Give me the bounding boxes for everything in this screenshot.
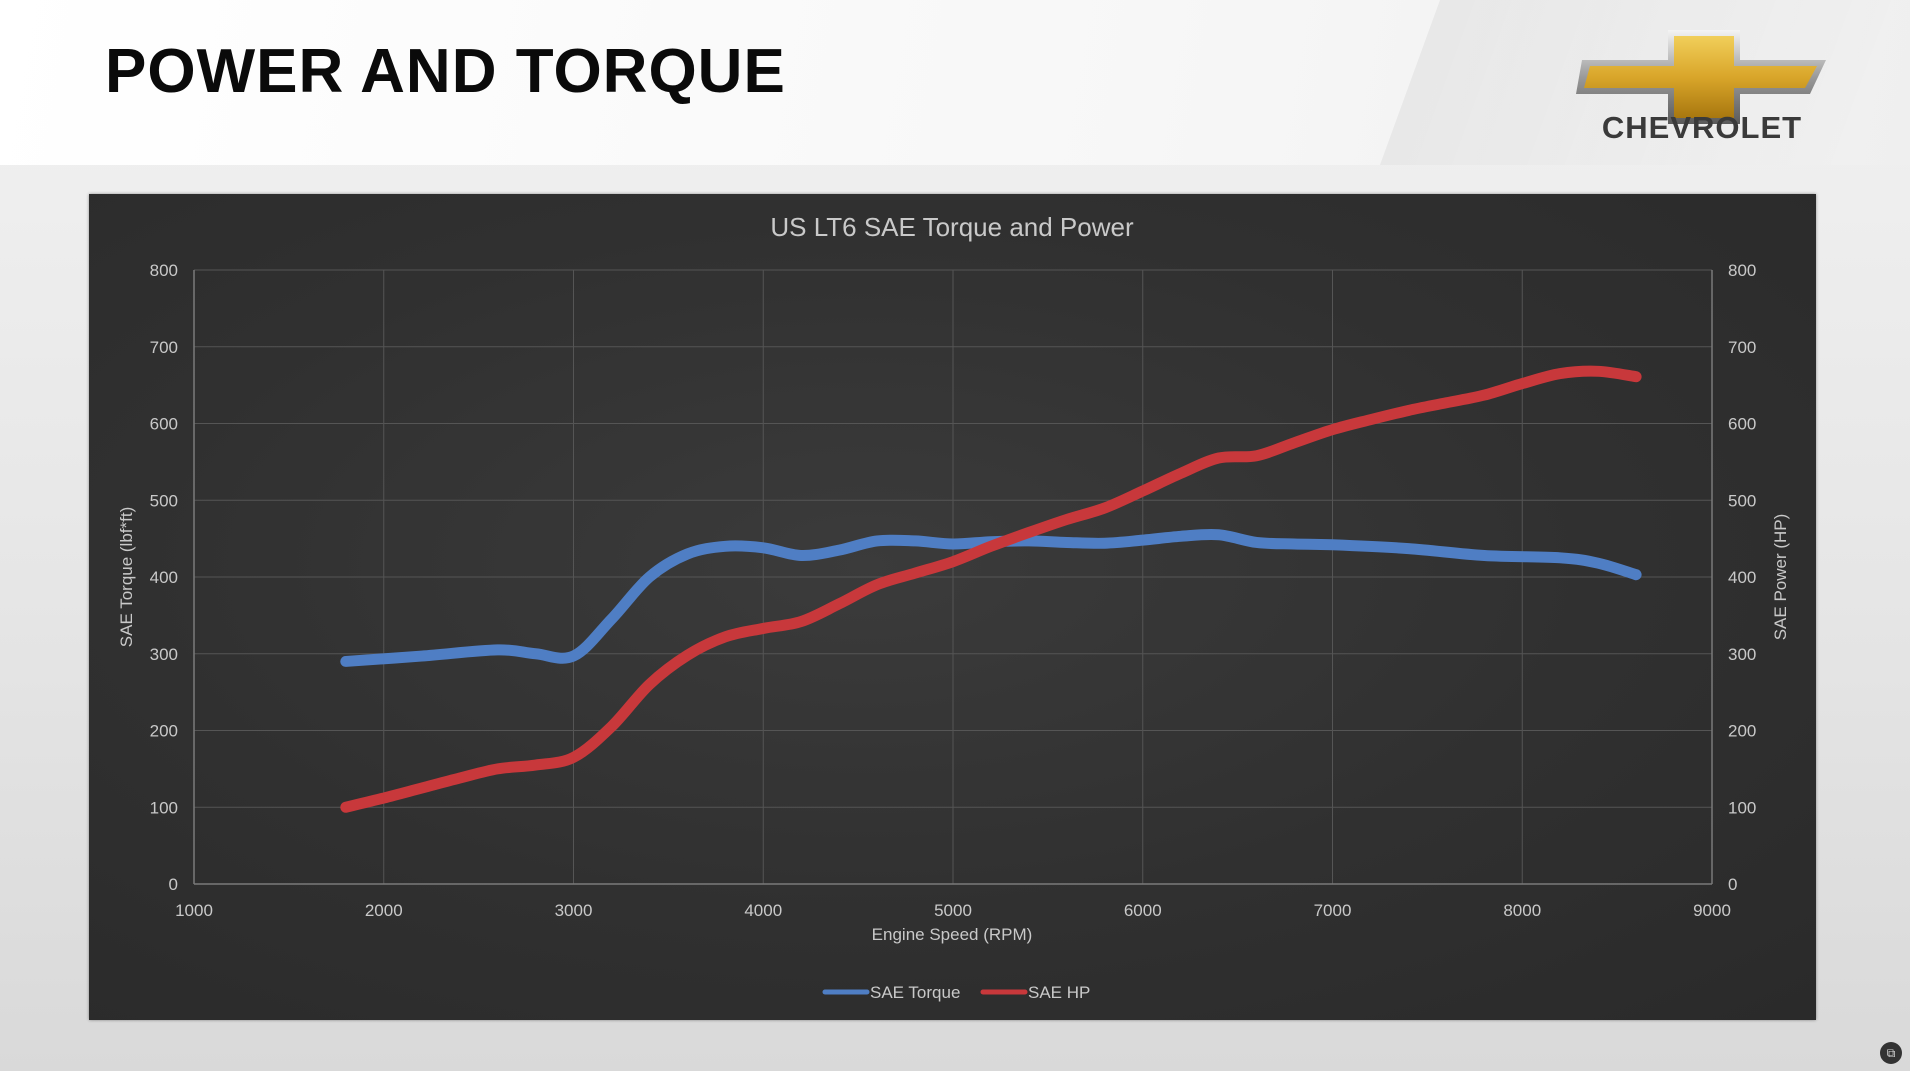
- x-axis-label: Engine Speed (RPM): [872, 925, 1033, 944]
- y2-tick-label: 200: [1728, 722, 1756, 741]
- legend: SAE Torque SAE HP: [822, 983, 1090, 1002]
- axes: 0100200300400500600700800010020030040050…: [150, 261, 1757, 920]
- y2-tick-label: 600: [1728, 415, 1756, 434]
- page-title: POWER AND TORQUE: [105, 37, 786, 106]
- y-tick-label: 300: [150, 645, 178, 664]
- y-tick-label: 0: [169, 875, 178, 894]
- screen-capture-icon[interactable]: ⧉: [1880, 1042, 1902, 1064]
- y-tick-label: 400: [150, 568, 178, 587]
- x-tick-label: 7000: [1314, 901, 1352, 920]
- brand-wordmark: CHEVROLET: [1601, 110, 1803, 145]
- y-tick-label: 100: [150, 798, 178, 817]
- x-tick-label: 8000: [1503, 901, 1541, 920]
- y-axis-label: SAE Torque (lbf*ft): [117, 507, 136, 647]
- chart-title: US LT6 SAE Torque and Power: [770, 212, 1134, 242]
- y-tick-label: 600: [150, 415, 178, 434]
- chart-panel: 0 100 200 300 400 500 600 700 800 0 100 200 300 400 50…: [89, 194, 1816, 1020]
- x-tick-label: 3000: [555, 901, 593, 920]
- x-tick-label: 4000: [744, 901, 782, 920]
- y-tick-label: 500: [150, 491, 178, 510]
- x-tick-label: 9000: [1693, 901, 1731, 920]
- y2-tick-label: 400: [1728, 568, 1756, 587]
- y2-tick-label: 800: [1728, 261, 1756, 280]
- y-tick-label: 800: [150, 261, 178, 280]
- legend-label-hp: SAE HP: [1028, 983, 1090, 1002]
- x-tick-label: 5000: [934, 901, 972, 920]
- x-tick-label: 2000: [365, 901, 403, 920]
- legend-label-torque: SAE Torque: [870, 983, 960, 1002]
- series-line-torque: [340, 528, 1642, 667]
- x-tick-label: 6000: [1124, 901, 1162, 920]
- y2-tick-label: 500: [1728, 491, 1756, 510]
- x-tick-label: 1000: [175, 901, 213, 920]
- chart: 0100200300400500600700800010020030040050…: [117, 212, 1790, 1002]
- y2-tick-label: 700: [1728, 338, 1756, 357]
- y2-tick-label: 100: [1728, 798, 1756, 817]
- series-line-hp: [340, 365, 1642, 813]
- chevrolet-bowtie-icon: [1576, 30, 1826, 124]
- y2-tick-label: 300: [1728, 645, 1756, 664]
- series-lines: [340, 365, 1642, 813]
- y-tick-label: 700: [150, 338, 178, 357]
- y-tick-label: 200: [150, 722, 178, 741]
- y2-tick-label: 0: [1728, 875, 1737, 894]
- y2-axis-label: SAE Power (HP): [1771, 514, 1790, 641]
